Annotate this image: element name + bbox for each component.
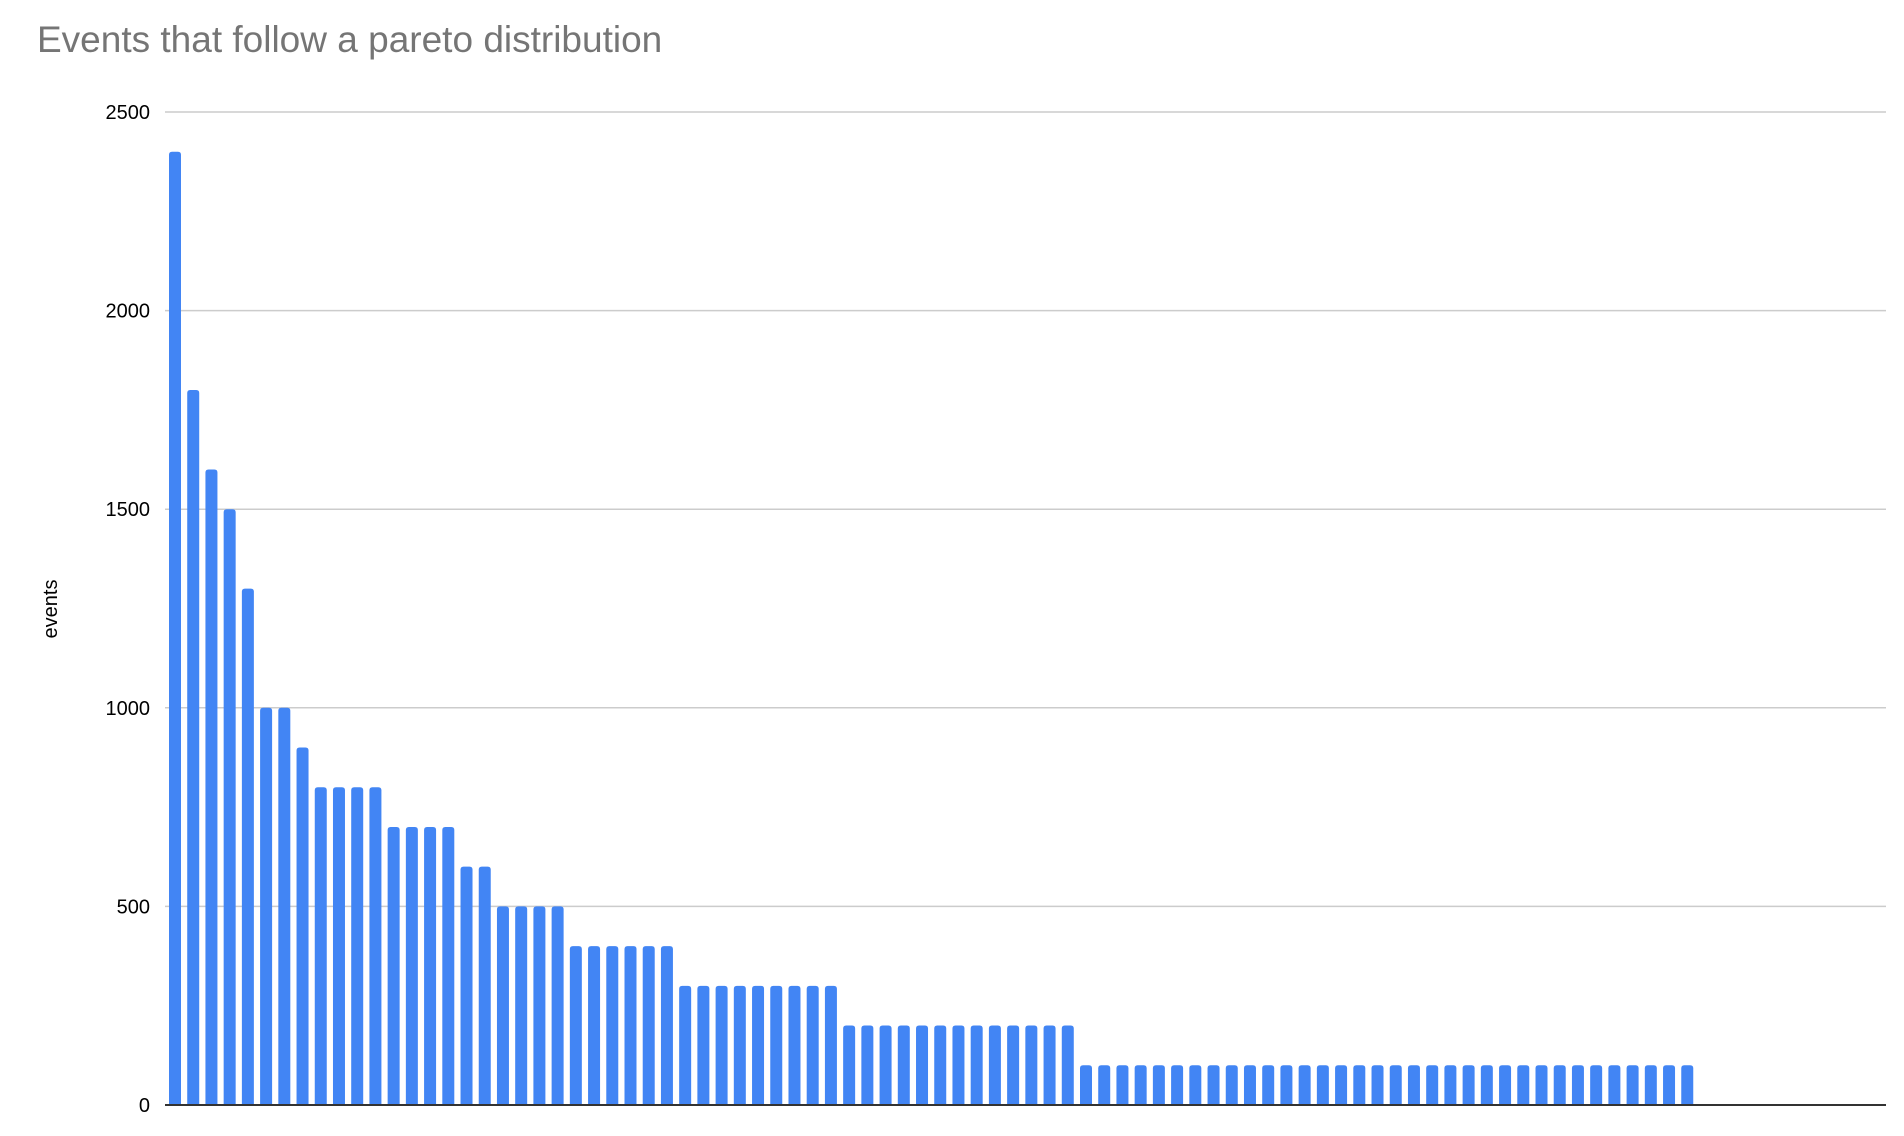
chart-title: Events that follow a pareto distribution	[37, 19, 662, 60]
bar	[1444, 1065, 1457, 1105]
bar	[460, 866, 473, 1105]
bar	[241, 588, 254, 1105]
bar	[879, 1025, 892, 1105]
bar	[770, 985, 783, 1105]
bar	[843, 1025, 856, 1105]
bar	[1061, 1025, 1074, 1105]
bar	[1462, 1065, 1475, 1105]
bar	[1080, 1065, 1092, 1105]
bar	[1407, 1065, 1420, 1105]
bar	[169, 151, 181, 1106]
bar	[1553, 1065, 1566, 1105]
bar	[478, 866, 491, 1105]
bar	[715, 985, 728, 1105]
bar	[642, 946, 655, 1105]
bar	[296, 747, 309, 1105]
bar	[624, 946, 637, 1105]
bar	[952, 1025, 965, 1105]
bar	[332, 787, 345, 1105]
bar	[1225, 1065, 1238, 1105]
bar	[897, 1025, 910, 1105]
bar	[1626, 1065, 1639, 1105]
bar	[1480, 1065, 1493, 1105]
bar	[588, 946, 601, 1105]
y-tick-label: 0	[139, 1095, 150, 1117]
bar	[278, 707, 291, 1105]
bar	[788, 985, 801, 1105]
bar	[733, 985, 746, 1105]
bar	[387, 826, 400, 1105]
gridlines	[165, 111, 1886, 908]
bar	[752, 985, 765, 1105]
bar	[697, 985, 710, 1105]
bar	[1243, 1065, 1256, 1105]
bar	[1152, 1065, 1165, 1105]
bar	[1535, 1065, 1548, 1105]
bar	[533, 906, 546, 1105]
bar	[1571, 1065, 1584, 1105]
y-axis-ticks: 0 500 1000 1500 2000 2500	[106, 102, 151, 1117]
bar	[988, 1025, 1001, 1105]
bar	[515, 906, 528, 1105]
bar	[1171, 1065, 1184, 1105]
bar	[442, 826, 455, 1105]
bar	[1025, 1025, 1038, 1105]
bar	[1590, 1065, 1603, 1105]
bar	[1608, 1065, 1621, 1105]
y-tick-label: 2000	[106, 301, 151, 323]
bar	[934, 1025, 947, 1105]
bar	[569, 946, 582, 1105]
bar	[1335, 1065, 1348, 1105]
bar	[660, 946, 673, 1105]
y-tick-label: 2500	[106, 102, 151, 124]
bar	[1681, 1065, 1694, 1105]
bar	[606, 946, 619, 1105]
bar	[496, 906, 509, 1105]
bar	[351, 787, 364, 1105]
bar	[1189, 1065, 1202, 1105]
bar	[1280, 1065, 1293, 1105]
bar	[1007, 1025, 1020, 1105]
bar	[1116, 1065, 1129, 1105]
bar	[1043, 1025, 1056, 1105]
bar	[1298, 1065, 1311, 1105]
bar	[405, 826, 418, 1105]
bar	[1316, 1065, 1329, 1105]
bar	[1499, 1065, 1512, 1105]
bar	[1098, 1065, 1111, 1105]
bar	[916, 1025, 929, 1105]
bar	[1371, 1065, 1384, 1105]
bar	[861, 1025, 874, 1105]
bar	[314, 787, 327, 1105]
bar	[1426, 1065, 1439, 1105]
y-axis-label: events	[40, 580, 62, 639]
bar	[1353, 1065, 1366, 1105]
bar	[806, 985, 819, 1105]
bar	[679, 985, 692, 1105]
bar	[824, 985, 837, 1105]
bar	[369, 787, 382, 1105]
y-tick-label: 1500	[106, 499, 151, 521]
bar	[1262, 1065, 1275, 1105]
bar	[970, 1025, 983, 1105]
bar	[187, 390, 200, 1105]
bar	[1644, 1065, 1657, 1105]
bar	[1207, 1065, 1220, 1105]
bar	[1134, 1065, 1147, 1105]
y-tick-label: 500	[117, 896, 150, 918]
bar	[205, 469, 218, 1106]
y-tick-label: 1000	[106, 698, 151, 720]
bar	[424, 826, 437, 1105]
bar	[1517, 1065, 1530, 1105]
bar	[551, 906, 564, 1105]
bar	[1663, 1065, 1676, 1105]
bars	[169, 151, 1694, 1106]
bar	[260, 707, 273, 1105]
bar	[223, 509, 236, 1105]
bar	[1389, 1065, 1402, 1105]
